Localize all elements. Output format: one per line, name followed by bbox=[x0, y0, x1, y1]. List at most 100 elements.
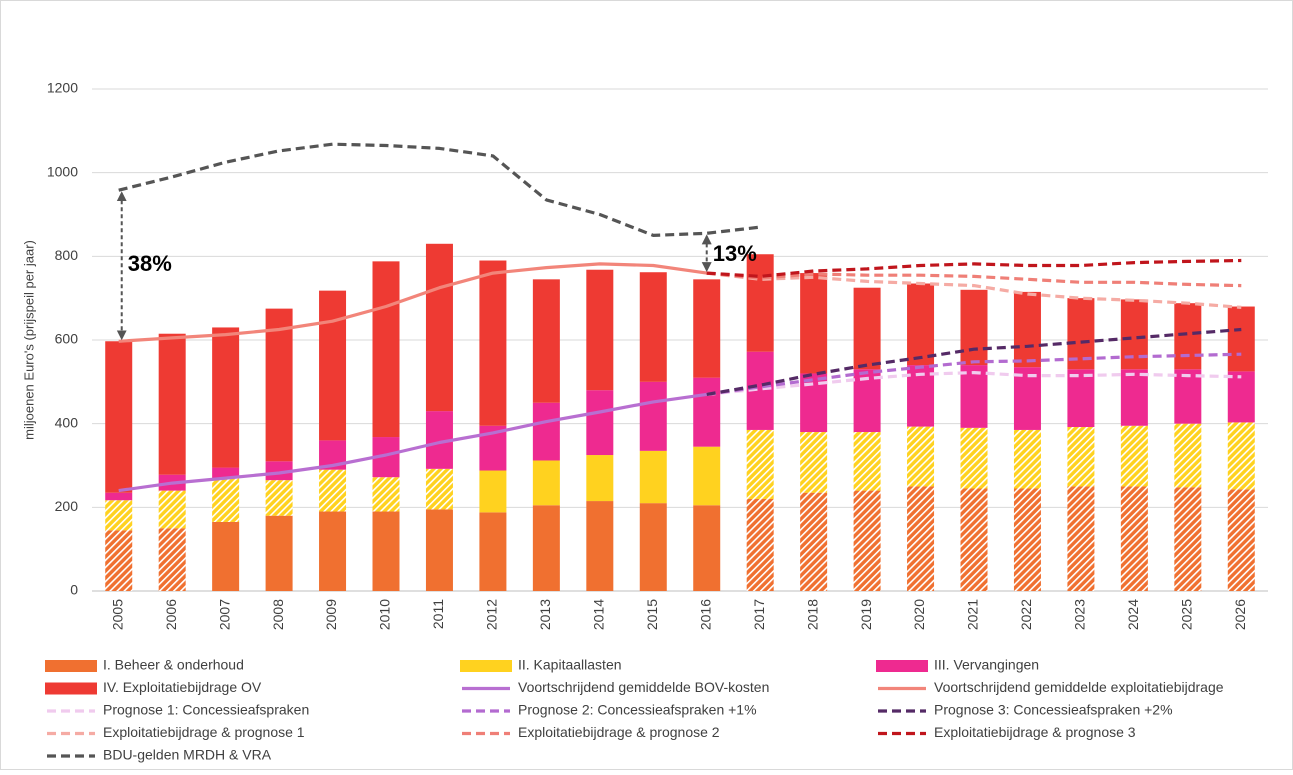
bar bbox=[746, 498, 774, 591]
bar bbox=[425, 243, 453, 412]
bar bbox=[1120, 299, 1148, 370]
bar bbox=[586, 501, 614, 591]
legend-label: BDU-gelden MRDH & VRA bbox=[103, 747, 272, 763]
x-tick-label: 2006 bbox=[163, 599, 179, 630]
bar bbox=[639, 503, 667, 591]
bar bbox=[1120, 425, 1148, 487]
bar bbox=[586, 390, 614, 456]
x-tick-label: 2022 bbox=[1018, 599, 1034, 630]
bar bbox=[960, 427, 988, 489]
bar bbox=[1013, 488, 1041, 591]
bar bbox=[960, 488, 988, 591]
y-tick-label: 1000 bbox=[47, 163, 78, 179]
bar bbox=[907, 486, 935, 591]
line bbox=[706, 271, 1242, 309]
bar bbox=[693, 279, 721, 378]
x-tick-label: 2023 bbox=[1072, 599, 1088, 630]
bar bbox=[1120, 486, 1148, 591]
bar bbox=[1067, 486, 1095, 591]
bar bbox=[319, 511, 347, 591]
bar bbox=[265, 461, 293, 481]
x-tick-label: 2024 bbox=[1125, 599, 1141, 630]
bar bbox=[693, 377, 721, 447]
bar bbox=[1174, 369, 1202, 424]
bar bbox=[265, 308, 293, 462]
line bbox=[706, 271, 1242, 288]
bar bbox=[212, 478, 240, 522]
bar bbox=[639, 381, 667, 451]
bar bbox=[265, 480, 293, 516]
bar bbox=[1067, 369, 1095, 428]
bar bbox=[1013, 429, 1041, 489]
bar bbox=[586, 455, 614, 502]
legend-label: Prognose 3: Concessieafspraken +2% bbox=[934, 702, 1173, 718]
line bbox=[118, 142, 761, 237]
bar bbox=[479, 470, 507, 513]
bar bbox=[372, 261, 400, 438]
x-tick-label: 2017 bbox=[751, 599, 767, 630]
bar bbox=[1174, 487, 1202, 591]
bar bbox=[158, 490, 186, 529]
bar bbox=[105, 341, 133, 493]
bar bbox=[105, 530, 133, 591]
bar bbox=[1013, 367, 1041, 430]
x-tick-label: 2016 bbox=[697, 599, 713, 630]
bar bbox=[1227, 489, 1255, 591]
line bbox=[706, 327, 1242, 396]
bar bbox=[212, 521, 240, 591]
legend-label: Prognose 2: Concessieafspraken +1% bbox=[518, 702, 757, 718]
bar bbox=[265, 515, 293, 591]
bar bbox=[1227, 422, 1255, 490]
y-tick-label: 800 bbox=[55, 247, 79, 263]
y-tick-label: 1200 bbox=[47, 80, 78, 96]
bar bbox=[639, 272, 667, 382]
bar bbox=[1227, 371, 1255, 423]
y-tick-label: 600 bbox=[55, 331, 79, 347]
legend-label: Exploitatiebijdrage & prognose 2 bbox=[518, 724, 720, 740]
x-tick-label: 2011 bbox=[430, 599, 446, 629]
bar bbox=[319, 290, 347, 441]
bar bbox=[105, 492, 133, 501]
bar bbox=[1013, 291, 1041, 368]
bar bbox=[425, 468, 453, 510]
legend-label: Exploitatiebijdrage & prognose 1 bbox=[103, 724, 305, 740]
legend-label: Voortschrijdend gemiddelde exploitatiebi… bbox=[934, 679, 1224, 695]
bar bbox=[907, 426, 935, 487]
bar bbox=[532, 402, 560, 461]
x-tick-label: 2020 bbox=[911, 599, 927, 630]
bar bbox=[853, 432, 881, 491]
bar bbox=[532, 505, 560, 591]
bar bbox=[105, 500, 133, 531]
bar bbox=[800, 432, 828, 493]
bar bbox=[319, 469, 347, 512]
y-tick-label: 0 bbox=[70, 582, 78, 598]
bar bbox=[1227, 306, 1255, 372]
line bbox=[706, 352, 1242, 396]
line bbox=[118, 392, 707, 493]
bar bbox=[853, 490, 881, 591]
bar bbox=[158, 528, 186, 591]
annotation: 13% bbox=[713, 241, 757, 266]
bar bbox=[746, 254, 774, 352]
legend-swatch bbox=[45, 660, 97, 672]
x-tick-label: 2005 bbox=[109, 599, 125, 630]
bar bbox=[853, 287, 881, 370]
bar bbox=[693, 505, 721, 591]
y-axis-label: miljoenen Euro's (prijspeil per jaar) bbox=[21, 240, 36, 440]
bar bbox=[1174, 423, 1202, 488]
bar bbox=[372, 477, 400, 512]
bar bbox=[960, 365, 988, 428]
x-tick-label: 2019 bbox=[858, 599, 874, 630]
x-tick-label: 2018 bbox=[804, 599, 820, 630]
x-tick-label: 2012 bbox=[484, 599, 500, 630]
annotation: 38% bbox=[128, 251, 172, 276]
x-tick-label: 2008 bbox=[270, 599, 286, 630]
legend-label: II. Kapitaallasten bbox=[518, 657, 622, 673]
x-tick-label: 2009 bbox=[323, 599, 339, 630]
legend-label: Prognose 1: Concessieafspraken bbox=[103, 702, 309, 718]
x-tick-label: 2013 bbox=[537, 599, 553, 630]
bar bbox=[532, 460, 560, 506]
bar bbox=[907, 283, 935, 366]
legend-swatch bbox=[45, 682, 97, 695]
legend-label: III. Vervangingen bbox=[934, 657, 1039, 673]
